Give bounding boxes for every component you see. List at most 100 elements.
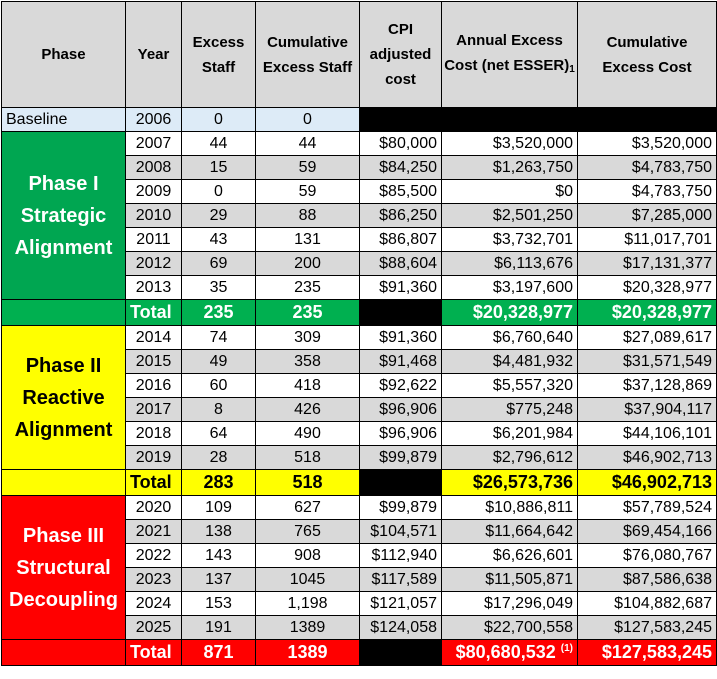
baseline-label: Baseline xyxy=(1,107,126,132)
total-annual-value: $26,573,736 xyxy=(472,472,573,492)
table-row: Phase II Reactive Alignment 2014 74 309 $91,… xyxy=(1,325,717,470)
phase1-total-row: Total 235 235 $20,328,977 $20,328,977 xyxy=(1,299,717,326)
year-cell: 2025 xyxy=(125,615,182,640)
cumulative-cost-cell: $4,783,750 xyxy=(577,155,717,180)
total-cumulative-cost: $127,583,245 xyxy=(577,639,717,666)
cpi-cell: $121,057 xyxy=(359,591,442,616)
annual-cost-cell: $0 xyxy=(441,179,578,204)
cumulative-staff-cell: 235 xyxy=(255,275,360,300)
excess-staff-cell: 60 xyxy=(181,373,256,398)
baseline-year: 2006 xyxy=(125,107,182,132)
cumulative-cost-cell: $7,285,000 xyxy=(577,203,717,228)
total-cumulative-cost: $46,902,713 xyxy=(577,469,717,496)
cumulative-staff-cell: 908 xyxy=(255,543,360,568)
cpi-cell: $88,604 xyxy=(359,251,442,276)
excess-staff-cell: 138 xyxy=(181,519,256,544)
cumulative-staff-cell: 1389 xyxy=(255,615,360,640)
total-blank xyxy=(359,639,442,666)
excess-staff-cell: 49 xyxy=(181,349,256,374)
header-annual-cost-text: Annual Excess Cost (net ESSER) xyxy=(444,31,570,74)
total-annual-cost: $26,573,736 xyxy=(441,469,578,496)
table-row: 2017 8 426 $96,906 $775,248 $37,904,117 xyxy=(2,397,717,422)
cpi-cell: $99,879 xyxy=(359,495,442,520)
year-cell: 2011 xyxy=(125,227,182,252)
excess-staff-cost-table: Phase Year Excess Staff Cumulative Exces… xyxy=(1,1,717,666)
cpi-cell: $112,940 xyxy=(359,543,442,568)
table-row: 2019 28 518 $99,879 $2,796,612 $46,902,713 xyxy=(2,445,717,470)
cumulative-cost-cell: $37,904,117 xyxy=(577,397,717,422)
phase1-total-spacer xyxy=(1,299,126,326)
annual-cost-cell: $6,201,984 xyxy=(441,421,578,446)
year-cell: 2009 xyxy=(125,179,182,204)
phase3-total-row: Total 871 1389 $80,680,532 (1) $127,583,245 xyxy=(1,639,717,666)
annual-cost-cell: $2,796,612 xyxy=(441,445,578,470)
cumulative-cost-cell: $127,583,245 xyxy=(577,615,717,640)
table-row: 2008 15 59 $84,250 $1,263,750 $4,783,750 xyxy=(2,155,717,180)
year-cell: 2014 xyxy=(125,325,182,350)
year-cell: 2020 xyxy=(125,495,182,520)
table-row: 2022 143 908 $112,940 $6,626,601 $76,080,767 xyxy=(2,543,717,568)
total-excess: 283 xyxy=(181,469,256,496)
excess-staff-cell: 143 xyxy=(181,543,256,568)
header-phase: Phase xyxy=(1,1,126,108)
table-row: 2013 35 235 $91,360 $3,197,600 $20,328,977 xyxy=(2,275,717,300)
cumulative-staff-cell: 426 xyxy=(255,397,360,422)
total-label: Total xyxy=(125,639,182,666)
phase3-label: Phase III Structural Decoupling xyxy=(1,495,126,640)
cpi-cell: $99,879 xyxy=(359,445,442,470)
excess-staff-cell: 44 xyxy=(181,131,256,156)
total-blank xyxy=(359,469,442,496)
excess-staff-cell: 137 xyxy=(181,567,256,592)
annual-cost-cell: $5,557,320 xyxy=(441,373,578,398)
total-excess: 235 xyxy=(181,299,256,326)
total-cumulative: 518 xyxy=(255,469,360,496)
cumulative-staff-cell: 418 xyxy=(255,373,360,398)
total-annual-cost: $20,328,977 xyxy=(441,299,578,326)
phase2-total-row: Total 283 518 $26,573,736 $46,902,713 xyxy=(1,469,717,496)
cpi-cell: $92,622 xyxy=(359,373,442,398)
year-cell: 2019 xyxy=(125,445,182,470)
year-cell: 2021 xyxy=(125,519,182,544)
table-row: Phase III Structural Decoupling 2020 109 62… xyxy=(1,495,717,640)
cumulative-cost-cell: $57,789,524 xyxy=(577,495,717,520)
cpi-cell: $96,906 xyxy=(359,397,442,422)
cumulative-staff-cell: 59 xyxy=(255,179,360,204)
total-cumulative-cost: $20,328,977 xyxy=(577,299,717,326)
excess-staff-cell: 8 xyxy=(181,397,256,422)
year-cell: 2022 xyxy=(125,543,182,568)
year-cell: 2007 xyxy=(125,131,182,156)
table-row: 2018 64 490 $96,906 $6,201,984 $44,106,101 xyxy=(2,421,717,446)
cpi-cell: $86,250 xyxy=(359,203,442,228)
year-cell: 2016 xyxy=(125,373,182,398)
cumulative-cost-cell: $44,106,101 xyxy=(577,421,717,446)
phase2-total-spacer xyxy=(1,469,126,496)
cumulative-cost-cell: $46,902,713 xyxy=(577,445,717,470)
cumulative-cost-cell: $76,080,767 xyxy=(577,543,717,568)
baseline-excess: 0 xyxy=(181,107,256,132)
header-annual-cost-subscript: 1 xyxy=(569,63,575,75)
table-row: 2012 69 200 $88,604 $6,113,676 $17,131,377 xyxy=(2,251,717,276)
cpi-cell: $86,807 xyxy=(359,227,442,252)
annual-cost-cell: $775,248 xyxy=(441,397,578,422)
cumulative-cost-cell: $4,783,750 xyxy=(577,179,717,204)
cumulative-cost-cell: $104,882,687 xyxy=(577,591,717,616)
cumulative-staff-cell: 200 xyxy=(255,251,360,276)
year-cell: 2013 xyxy=(125,275,182,300)
cumulative-cost-cell: $69,454,166 xyxy=(577,519,717,544)
excess-staff-cell: 64 xyxy=(181,421,256,446)
cumulative-staff-cell: 44 xyxy=(255,131,360,156)
header-cumulative-cost: Cumulative Excess Cost xyxy=(577,1,717,108)
header-row: Phase Year Excess Staff Cumulative Exces… xyxy=(1,1,717,108)
annual-cost-cell: $3,520,000 xyxy=(441,131,578,156)
annual-cost-cell: $1,263,750 xyxy=(441,155,578,180)
year-cell: 2008 xyxy=(125,155,182,180)
cpi-cell: $84,250 xyxy=(359,155,442,180)
total-annual-value: $20,328,977 xyxy=(472,302,573,322)
annual-cost-cell: $22,700,558 xyxy=(441,615,578,640)
cumulative-cost-cell: $3,520,000 xyxy=(577,131,717,156)
cumulative-staff-cell: 1,198 xyxy=(255,591,360,616)
annual-cost-cell: $3,197,600 xyxy=(441,275,578,300)
cpi-cell: $104,571 xyxy=(359,519,442,544)
cumulative-cost-cell: $37,128,869 xyxy=(577,373,717,398)
total-cumulative: 1389 xyxy=(255,639,360,666)
